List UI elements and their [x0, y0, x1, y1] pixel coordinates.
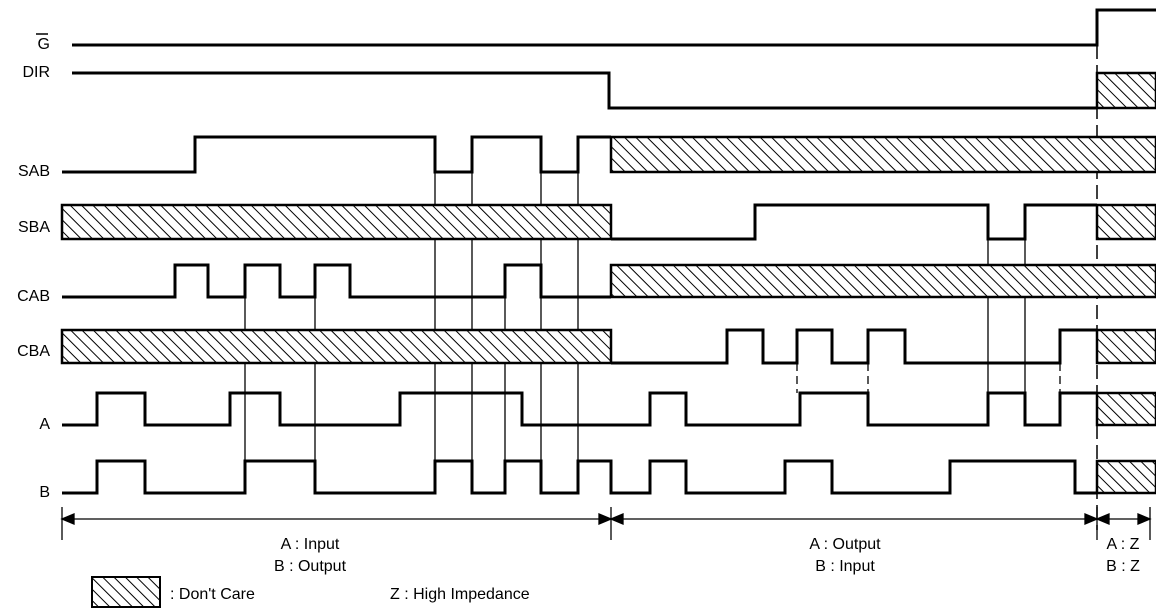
dont-care-region — [60, 328, 613, 365]
region-label: B : Input — [815, 558, 875, 575]
region-label: A : Output — [809, 536, 881, 553]
waveform — [611, 328, 1097, 365]
signal-label: CBA — [17, 343, 50, 360]
signal-label: SBA — [18, 219, 50, 236]
signal-label: CAB — [17, 288, 50, 305]
region-label: B : Output — [274, 558, 347, 575]
waveform — [62, 263, 611, 299]
legend-dont-care: : Don't Care — [170, 586, 255, 603]
dont-care-region — [1095, 459, 1156, 495]
signal-label: SAB — [18, 163, 50, 180]
legend-swatch — [91, 576, 161, 608]
dont-care-region — [1095, 203, 1156, 241]
dont-care-region — [609, 263, 1156, 299]
region-label: B : Z — [1106, 558, 1140, 575]
waveform — [62, 459, 1097, 495]
dimension-lines — [60, 507, 1152, 540]
waveform — [611, 203, 1097, 241]
waveform — [62, 135, 611, 174]
signal-label: DIR — [22, 64, 50, 81]
dependency-lines — [244, 137, 1061, 461]
waveform — [62, 391, 1097, 427]
legend-high-impedance: Z : High Impedance — [390, 586, 530, 603]
waveform — [72, 71, 1097, 110]
signal-label: B — [39, 484, 50, 501]
dont-care-region — [609, 135, 1156, 174]
dont-care-region — [60, 203, 613, 241]
signal-label: A — [39, 416, 50, 433]
waveform — [72, 8, 1156, 47]
signal-label: G — [38, 36, 50, 53]
region-label: A : Z — [1107, 536, 1140, 553]
dont-care-region — [1095, 391, 1156, 427]
dont-care-region — [1095, 328, 1156, 365]
region-label: A : Input — [281, 536, 340, 553]
dont-care-region — [1095, 71, 1156, 110]
waveforms — [60, 8, 1156, 495]
